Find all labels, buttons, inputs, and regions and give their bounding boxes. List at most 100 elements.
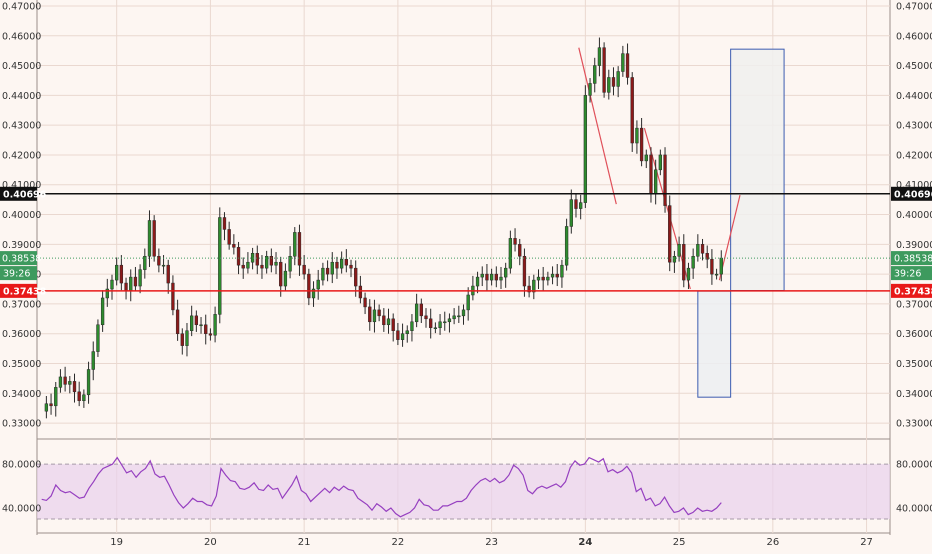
candlestick-series [44,37,723,419]
candle-body [246,261,250,269]
candle-body [213,314,217,336]
candle-body [368,306,372,323]
candle-body [138,269,142,287]
price-tick-label-left: 0.40000 [2,210,41,221]
price-tick-label-left: 0.36000 [2,329,41,340]
trend-line [578,47,617,205]
candle-body [316,279,320,290]
candle-body [190,315,194,331]
candle-body [461,309,466,317]
time-axis[interactable]: 19 20 21 22 23 24 25 26 27 [110,537,873,548]
candle-body [649,154,653,194]
price-tick-label-left: 0.39000 [2,240,41,251]
time-tick-label: 21 [298,537,311,548]
price-tick-label-right: 0.36000 [896,329,932,340]
candle-body [204,324,208,334]
price-tick-label-right: 0.34000 [896,389,932,400]
candle-body [433,327,438,330]
price-tick-label-left: 0.47000 [2,1,41,12]
candle-body [274,261,278,266]
candle-body [110,279,114,290]
candle-body [644,154,648,162]
candle-body [68,381,72,385]
candle-body [58,376,63,388]
candle-body [550,273,555,278]
price-tick-label-right: 0.37000 [896,299,932,310]
candle-body [457,315,461,318]
candle-body [297,232,302,266]
candle-body [232,244,236,248]
price-tick-label-right: 0.45000 [896,61,932,72]
candle-body [288,255,292,272]
price-tick-label-left: 0.37000 [2,299,41,310]
candle-body [269,255,273,266]
price-tick-label-left: 0.46000 [2,31,41,42]
candle-body [293,232,297,257]
candle-body [63,376,67,385]
candle-body [82,394,86,402]
candle-body [494,273,498,281]
price-tick-label-right: 0.39000 [896,240,932,251]
candle-body [335,261,339,269]
drawing-tools[interactable] [578,47,785,398]
price-tick-label-right: 0.40000 [896,210,932,221]
candle-body [654,169,658,194]
candle-body [564,226,569,266]
candle-body [522,255,527,287]
candle-body [668,205,672,263]
candle-body [466,294,470,311]
candle-body [129,276,133,291]
candle-body [452,315,456,320]
candle-body [682,244,686,281]
level-tag-left [0,186,37,201]
candle-body [166,264,170,284]
price-tick-label-left: 0.41000 [2,180,41,191]
countdown-tag-right [891,266,932,281]
candle-body [672,255,677,263]
price-axes[interactable]: 0.47000 0.47000 0.46000 0.46000 0.45000 0.450… [2,1,932,429]
candle-body [321,267,325,281]
candle-body [49,403,53,407]
candle-body [625,53,630,78]
candle-body [241,264,245,269]
level-tag-left [0,283,37,298]
candle-body [658,154,663,171]
candle-body [363,297,367,308]
candle-body [386,318,391,326]
candle-body [714,273,719,276]
time-tick-label: 19 [110,537,123,548]
candle-body [100,297,105,326]
candle-body [405,330,409,334]
rsi-tick-label-left: 40.0000 [2,504,41,515]
candle-body [532,279,536,293]
horizontal-lines[interactable] [37,193,890,292]
time-tick-label: 27 [860,537,873,548]
rsi-tick-label-right: 80.0000 [896,460,932,471]
level-label-left: 0.37438 [3,286,47,297]
candle-body [546,276,550,281]
candle-body [579,202,583,209]
candle-body [447,318,452,323]
candle-body [691,255,695,269]
candle-body [325,267,330,275]
candle-body [208,333,213,336]
candle-body [663,154,667,206]
price-tick-label-left: 0.33000 [2,419,41,430]
candle-body [485,273,489,281]
price-tick-label-left: 0.45000 [2,61,41,72]
candle-body [700,244,705,254]
candle-body [171,282,175,311]
candle-body [283,270,288,287]
time-tick-label: 20 [204,537,217,548]
candle-body [719,257,723,275]
projection-box [730,48,785,292]
candle-body [391,318,395,331]
candle-body [518,244,522,257]
candle-body [152,220,156,257]
price-tick-label-left: 0.35000 [2,359,41,370]
candle-body [349,264,353,269]
price-tick-label-right: 0.46000 [896,31,932,42]
candle-body [227,229,231,245]
